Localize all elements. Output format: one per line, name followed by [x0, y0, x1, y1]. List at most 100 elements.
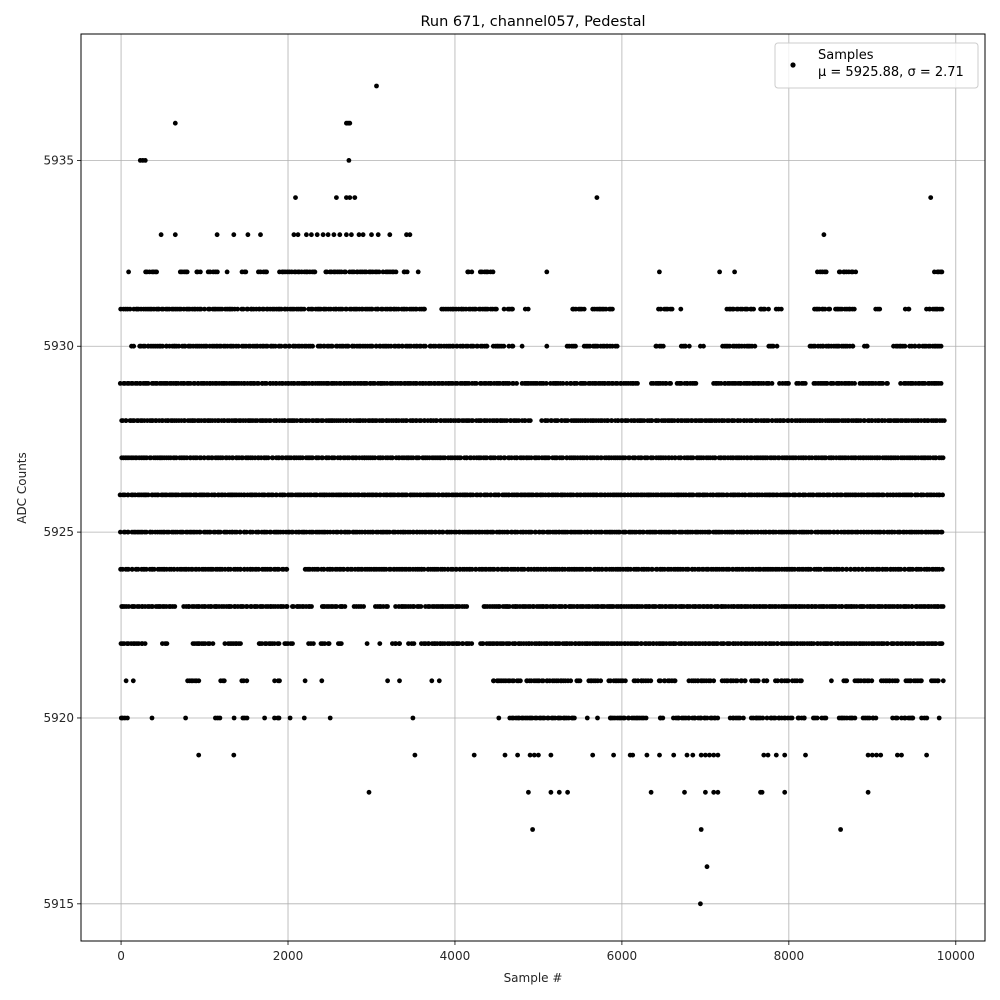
- data-point: [741, 715, 746, 721]
- data-point: [515, 529, 520, 535]
- data-point: [469, 641, 475, 646]
- data-point: [546, 715, 551, 721]
- data-point: [215, 269, 220, 275]
- data-point: [235, 306, 241, 312]
- data-point: [526, 789, 531, 795]
- data-point: [858, 418, 863, 423]
- data-point: [504, 418, 510, 423]
- data-point: [941, 418, 947, 423]
- data-point: [565, 789, 570, 795]
- data-point: [684, 752, 690, 758]
- data-point: [338, 529, 344, 535]
- data-point: [268, 566, 274, 572]
- data-point: [792, 492, 798, 498]
- data-point: [390, 455, 395, 461]
- data-point: [827, 306, 833, 312]
- data-point: [894, 715, 900, 721]
- data-point: [278, 343, 284, 349]
- data-point: [658, 306, 664, 312]
- data-point: [344, 195, 349, 201]
- data-point: [775, 641, 781, 646]
- y-tick-label: 5930: [43, 339, 74, 353]
- data-point: [370, 529, 376, 535]
- data-point: [436, 492, 442, 498]
- data-point: [495, 566, 501, 572]
- data-point: [690, 492, 696, 498]
- data-point: [329, 343, 335, 349]
- data-point: [294, 418, 300, 423]
- data-point: [721, 641, 727, 646]
- data-point: [766, 306, 771, 312]
- data-point: [803, 752, 808, 758]
- data-point: [625, 418, 631, 423]
- data-point: [244, 604, 250, 609]
- data-point: [939, 269, 945, 275]
- data-point: [759, 789, 765, 795]
- data-point: [611, 752, 616, 758]
- data-point: [864, 343, 870, 349]
- data-point: [208, 604, 214, 609]
- data-point: [125, 492, 131, 498]
- data-point: [765, 752, 771, 758]
- data-point: [478, 492, 484, 498]
- data-points: [117, 83, 947, 907]
- data-point: [869, 678, 875, 684]
- data-point: [608, 678, 613, 684]
- data-point: [939, 529, 945, 535]
- data-point: [346, 343, 351, 349]
- data-point: [626, 715, 632, 721]
- data-point: [245, 232, 251, 238]
- data-point: [326, 641, 332, 646]
- legend-box: [774, 42, 979, 89]
- data-point: [243, 269, 249, 275]
- data-point: [715, 604, 721, 609]
- data-point: [569, 641, 575, 646]
- data-point: [188, 381, 193, 386]
- data-point: [374, 83, 379, 89]
- data-point: [529, 529, 534, 535]
- data-point: [894, 678, 900, 684]
- data-point: [385, 678, 390, 684]
- data-point: [565, 418, 571, 423]
- data-point: [295, 232, 301, 238]
- data-point: [364, 381, 369, 386]
- data-point: [250, 529, 256, 535]
- data-point: [773, 752, 779, 758]
- data-point: [149, 715, 155, 721]
- data-point: [742, 678, 748, 684]
- data-point: [610, 306, 615, 312]
- data-point: [898, 566, 904, 572]
- data-point: [614, 381, 620, 386]
- data-point: [639, 641, 644, 646]
- data-point: [658, 678, 663, 684]
- data-point: [315, 566, 321, 572]
- data-point: [918, 566, 924, 572]
- data-point: [378, 492, 383, 498]
- data-point: [469, 566, 475, 572]
- data-point: [207, 641, 212, 646]
- data-point: [236, 343, 241, 349]
- data-point: [342, 604, 348, 609]
- data-point: [650, 566, 655, 572]
- data-point: [639, 604, 645, 609]
- data-point: [881, 492, 886, 498]
- data-point: [622, 455, 628, 461]
- data-point: [704, 864, 710, 870]
- data-point: [491, 566, 497, 572]
- data-point: [484, 455, 490, 461]
- data-point: [502, 455, 508, 461]
- data-point: [732, 269, 737, 275]
- data-point: [533, 529, 538, 535]
- data-point: [902, 715, 908, 721]
- data-point: [598, 678, 604, 684]
- data-point: [245, 306, 251, 312]
- data-point: [590, 752, 596, 758]
- data-point: [214, 232, 220, 238]
- data-point: [287, 715, 293, 721]
- data-point: [874, 752, 879, 758]
- data-point: [539, 418, 545, 423]
- data-point: [531, 752, 537, 758]
- data-point: [426, 641, 432, 646]
- data-point: [865, 752, 871, 758]
